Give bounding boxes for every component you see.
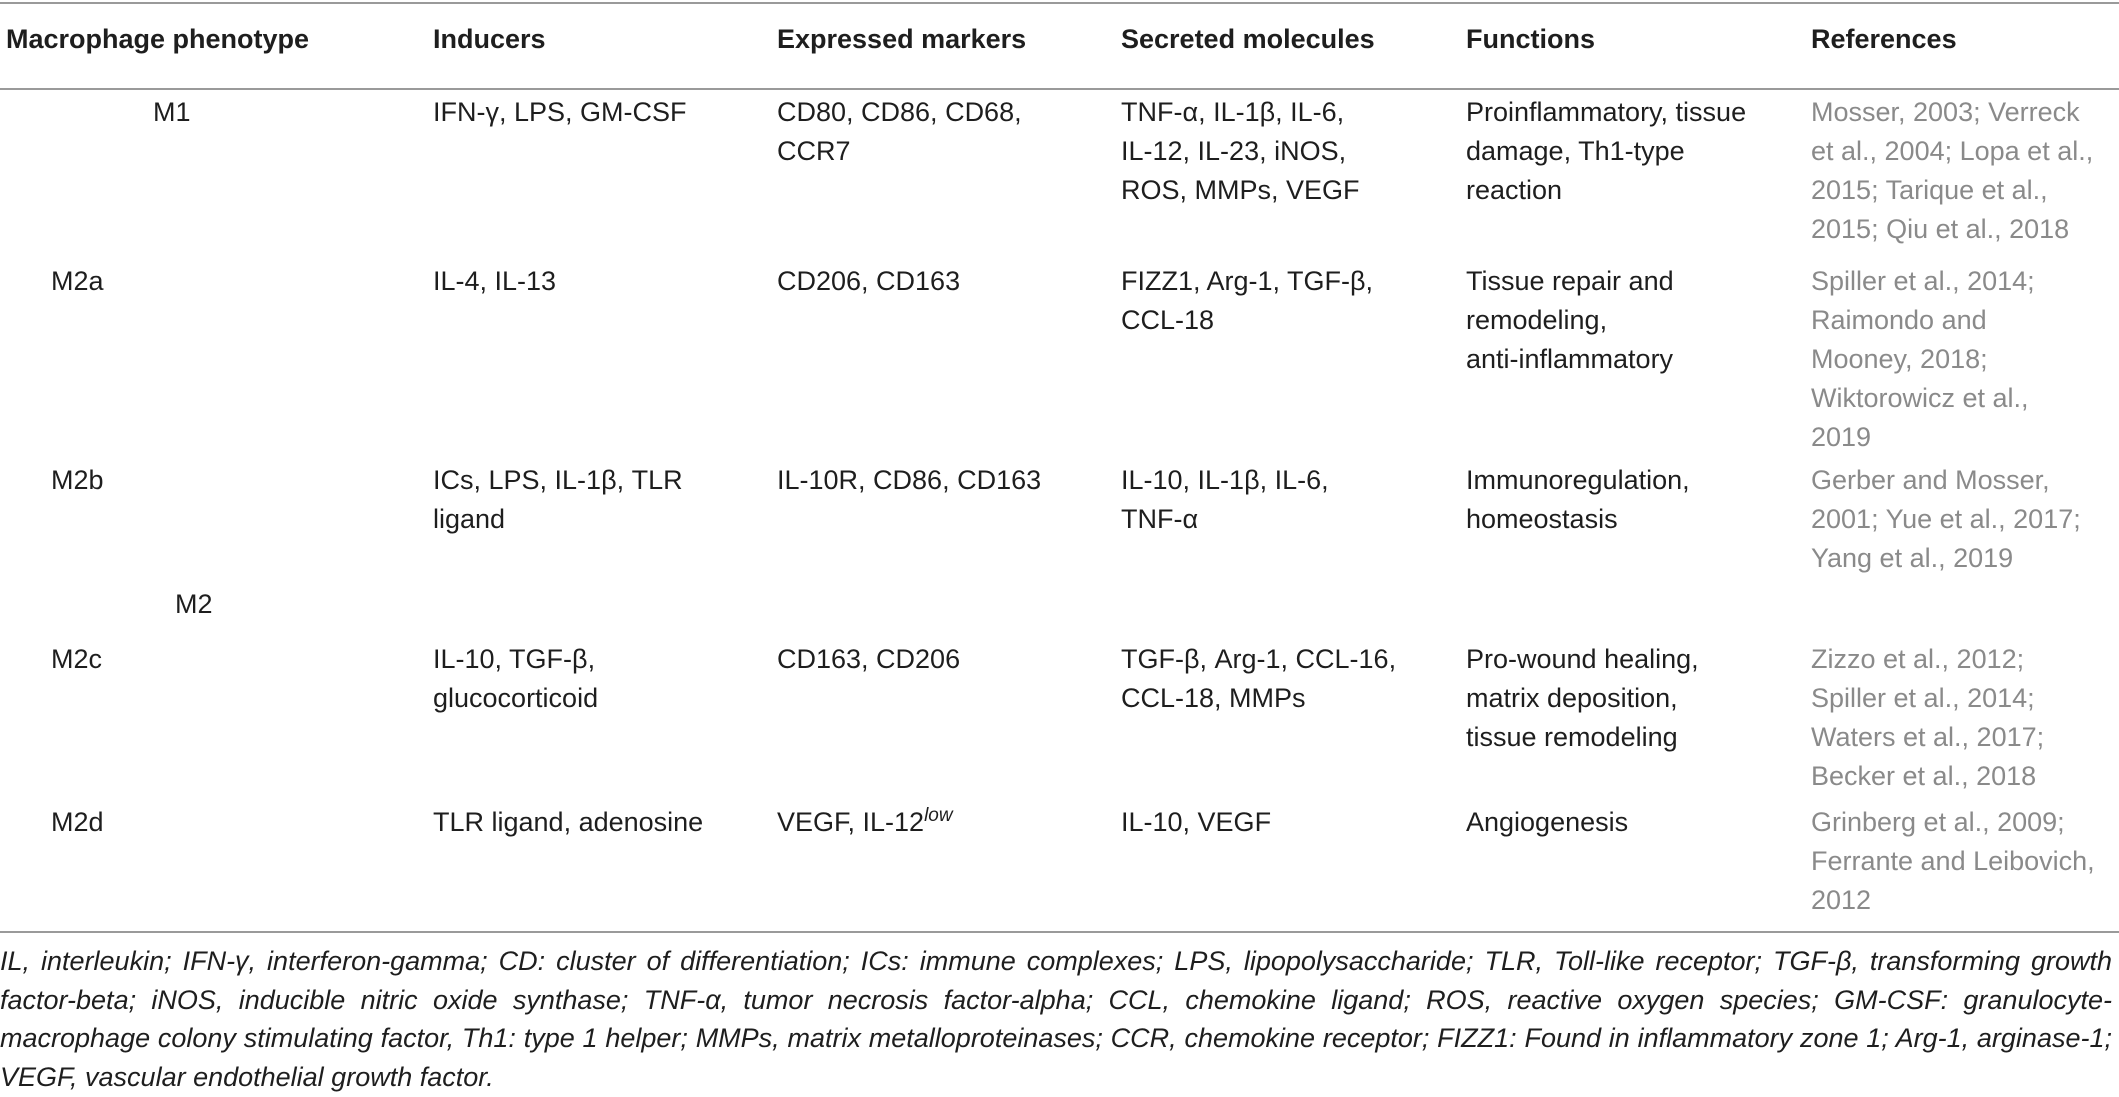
cell-functions: Angiogenesis [1466, 807, 1629, 837]
cell-secreted: FIZZ1, Arg-1, TGF-β, CCL-18 [1121, 266, 1374, 335]
cell-phenotype: M2b [51, 465, 104, 495]
cell-references: Zizzo et al., 2012; Spiller et al., 2014… [1811, 644, 2045, 791]
cell-markers: VEGF, IL-12low [777, 803, 953, 842]
header-expressed-markers: Expressed markers [777, 24, 1027, 54]
cell-markers: CD80, CD86, CD68, CCR7 [777, 97, 1022, 166]
header-phenotype: Macrophage phenotype [6, 24, 310, 54]
cell-inducers: ICs, LPS, IL-1β, TLR ligand [433, 465, 683, 534]
cell-functions: Pro-wound healing, matrix deposition, ti… [1466, 644, 1699, 752]
cell-markers-superscript: low [924, 805, 953, 826]
header-inducers: Inducers [433, 24, 546, 54]
table-footnote: IL, interleukin; IFN-γ, interferon-gamma… [0, 946, 2112, 1092]
cell-inducers: IL-4, IL-13 [433, 266, 557, 296]
cell-markers: CD163, CD206 [777, 644, 961, 674]
table-bottom-rule [0, 931, 2119, 933]
cell-references: Spiller et al., 2014; Raimondo and Moone… [1811, 266, 2035, 452]
cell-references: Grinberg et al., 2009; Ferrante and Leib… [1811, 807, 2095, 915]
group-label-m2: M2 [175, 589, 213, 619]
cell-phenotype: M2c [51, 644, 103, 674]
cell-secreted: IL-10, VEGF [1121, 807, 1272, 837]
cell-inducers: IFN-γ, LPS, GM-CSF [433, 97, 687, 127]
cell-references: Mosser, 2003; Verreck et al., 2004; Lopa… [1811, 97, 2094, 244]
cell-phenotype: M2a [51, 266, 104, 296]
cell-functions: Proinflammatory, tissue damage, Th1-type… [1466, 97, 1747, 205]
header-secreted-molecules: Secreted molecules [1121, 24, 1375, 54]
table-top-rule [0, 2, 2119, 4]
cell-references: Gerber and Mosser, 2001; Yue et al., 201… [1811, 465, 2081, 573]
cell-secreted: TNF-α, IL-1β, IL-6, IL-12, IL-23, iNOS, … [1121, 97, 1360, 205]
cell-inducers: TLR ligand, adenosine [433, 807, 704, 837]
cell-secreted: TGF-β, Arg-1, CCL-16, CCL-18, MMPs [1121, 644, 1397, 713]
cell-functions: Immunoregulation, homeostasis [1466, 465, 1690, 534]
group-label-m1: M1 [153, 97, 191, 127]
header-functions: Functions [1466, 24, 1595, 54]
table-header-rule [0, 88, 2119, 90]
cell-inducers: IL-10, TGF-β, glucocorticoid [433, 644, 599, 713]
cell-secreted: IL-10, IL-1β, IL-6, TNF-α [1121, 465, 1329, 534]
cell-markers: IL-10R, CD86, CD163 [777, 465, 1042, 495]
cell-phenotype: M2d [51, 807, 104, 837]
cell-markers-text: VEGF, IL-12 [777, 807, 925, 837]
cell-functions: Tissue repair and remodeling, anti-infla… [1466, 266, 1674, 374]
header-references: References [1811, 24, 1957, 54]
cell-markers: CD206, CD163 [777, 266, 961, 296]
